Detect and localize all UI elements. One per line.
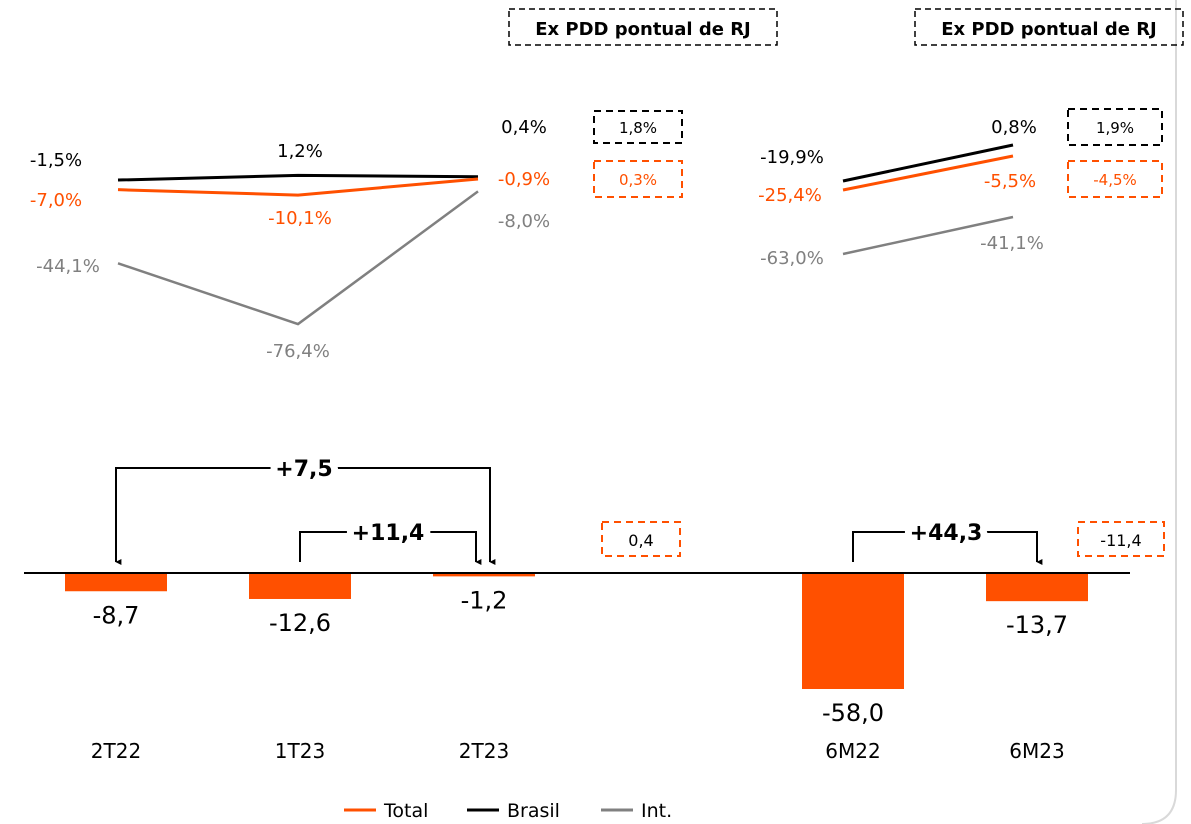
- data-label-brasil: 0,4%: [501, 117, 547, 138]
- ex-pdd-header-right-text: Ex PDD pontual de RJ: [941, 19, 1157, 40]
- variation-bracket-11-4-line: [299, 531, 482, 565]
- bar-value-label: -58,0: [822, 699, 884, 727]
- variation-label: +44,3: [910, 521, 983, 546]
- data-label-int: -76,4%: [266, 341, 330, 362]
- x-tick-label: 1T23: [275, 739, 325, 763]
- bar-value-label: -13,7: [1006, 611, 1068, 639]
- data-label-brasil: 0,8%: [991, 117, 1037, 138]
- ex-pdd-label-brasil: 1,8%: [619, 119, 657, 137]
- data-label-total: -0,9%: [498, 169, 550, 190]
- bar-value-label: -8,7: [93, 601, 140, 629]
- bar-value-label: -1,2: [461, 586, 508, 614]
- bar-value-label: -12,6: [269, 609, 331, 637]
- ex-pdd-label-brasil: 1,9%: [1096, 119, 1134, 137]
- data-label-total: -10,1%: [268, 208, 332, 229]
- ex-pdd-label-total: -4,5%: [1093, 171, 1137, 189]
- bar-6M22: [802, 574, 904, 689]
- ex-pdd-box-total: [593, 160, 683, 198]
- ex-pdd-header-left-text: Ex PDD pontual de RJ: [535, 19, 751, 40]
- data-label-brasil: -19,9%: [760, 147, 824, 168]
- line-chart-semester: -19,9% 0,8% -25,4% -5,5% -63,0% -41,1% 1,9% -4,…: [758, 108, 1163, 269]
- data-label-total: -5,5%: [984, 171, 1036, 192]
- ex-pdd-header-left: Ex PDD pontual de RJ: [508, 8, 778, 46]
- legend-label-int: Int.: [641, 800, 672, 822]
- legend-item-brasil: Brasil: [467, 800, 560, 822]
- variation-bracket-11-4: +11,4: [299, 514, 482, 565]
- data-label-int: -41,1%: [980, 233, 1044, 254]
- ex-pdd-box-2T23: [601, 521, 681, 557]
- data-label-total: -7,0%: [30, 190, 82, 211]
- series-line-brasil: [117, 173, 479, 182]
- data-label-total: -25,4%: [758, 185, 822, 206]
- variation-bracket-44-3-line: [852, 531, 1043, 565]
- data-label-int: -8,0%: [498, 211, 550, 232]
- series-line-int: [117, 190, 479, 326]
- series-line-int: [842, 215, 1014, 256]
- ex-pdd-box-total: [1067, 160, 1163, 198]
- bar-2T23: [433, 574, 535, 577]
- ex-pdd-header-right: Ex PDD pontual de RJ: [914, 8, 1184, 46]
- line-charts: -1,5% 1,2% 0,4% -7,0% -10,1% -0,9% -44,1% -76,4…: [30, 108, 1163, 362]
- x-tick-label: 2T23: [459, 739, 509, 763]
- data-label-int: -63,0%: [760, 248, 824, 269]
- data-label-int: -44,1%: [36, 256, 100, 277]
- x-tick-label: 6M22: [825, 739, 880, 763]
- bar-2T22: [65, 574, 167, 592]
- bar-1T23: [249, 574, 351, 599]
- series-line-total: [117, 177, 479, 197]
- x-tick-label: 6M23: [1009, 739, 1064, 763]
- slide-frame: [1141, 0, 1177, 824]
- variation-bracket-44-3: +44,3: [852, 514, 1043, 565]
- variation-bracket-7-5-line: [115, 467, 496, 565]
- legend-label-brasil: Brasil: [507, 800, 560, 822]
- line-chart-quarterly: -1,5% 1,2% 0,4% -7,0% -10,1% -0,9% -44,1% -76,4…: [30, 110, 683, 362]
- data-label-brasil: -1,5%: [30, 150, 82, 171]
- variation-label: +7,5: [275, 457, 332, 482]
- series-line-brasil: [842, 143, 1014, 183]
- bar-chart: -8,7 2T22 -12,6 1T23 -1,2 2T23 -58,0 6M22 -13,7 6…: [24, 450, 1165, 763]
- series-line-total: [842, 154, 1014, 192]
- variation-bracket-7-5: +7,5: [115, 450, 496, 565]
- ex-pdd-box-brasil: [1067, 108, 1163, 146]
- legend-item-int: Int.: [601, 800, 672, 822]
- ex-pdd-box-6M23: [1077, 521, 1165, 557]
- bar-6M23: [986, 574, 1088, 602]
- ex-pdd-label-total: 0,3%: [619, 171, 657, 189]
- ex-pdd-bar-label: 0,4: [628, 531, 653, 550]
- legend-label-total: Total: [383, 800, 428, 822]
- data-label-brasil: 1,2%: [277, 141, 323, 162]
- legend: Total Brasil Int.: [344, 800, 672, 822]
- variation-label: +11,4: [352, 521, 425, 546]
- x-tick-label: 2T22: [91, 739, 141, 763]
- legend-item-total: Total: [344, 800, 428, 822]
- ex-pdd-bar-label: -11,4: [1100, 531, 1141, 550]
